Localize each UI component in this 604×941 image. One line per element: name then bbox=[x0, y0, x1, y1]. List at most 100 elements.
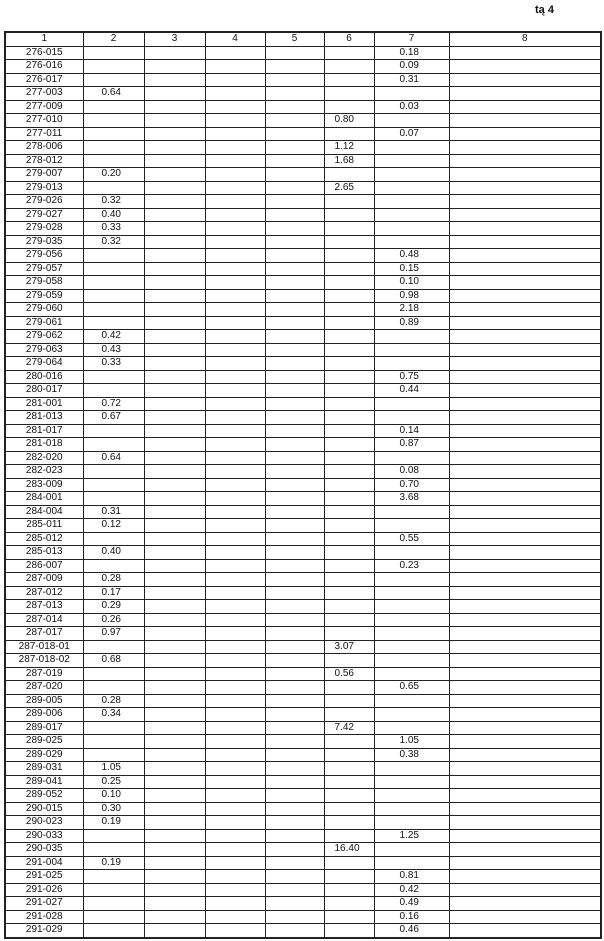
value-cell-col-6: 0.80 bbox=[323, 113, 375, 128]
value-cell-col-8 bbox=[448, 86, 602, 101]
value-cell-col-2: 0.31 bbox=[82, 504, 145, 519]
value-cell-col-8 bbox=[448, 72, 602, 87]
value-cell-col-2 bbox=[82, 140, 145, 155]
value-cell-col-2 bbox=[82, 896, 145, 911]
value-cell-col-4 bbox=[204, 153, 266, 168]
value-cell-col-7: 0.14 bbox=[373, 423, 450, 438]
value-cell-col-8 bbox=[448, 329, 602, 344]
table-row: 279-056 0.48 bbox=[4, 248, 602, 263]
value-cell-col-3 bbox=[143, 774, 206, 789]
value-cell-col-3 bbox=[143, 396, 206, 411]
value-cell-col-8 bbox=[448, 747, 602, 762]
value-cell-col-5 bbox=[264, 666, 325, 681]
row-id-cell: 276-017 bbox=[4, 72, 84, 87]
value-cell-col-7: 0.48 bbox=[373, 248, 450, 263]
row-id-cell: 289-006 bbox=[4, 707, 84, 722]
value-cell-col-5 bbox=[264, 599, 325, 614]
value-cell-col-3 bbox=[143, 410, 206, 425]
value-cell-col-5 bbox=[264, 464, 325, 479]
value-cell-col-5 bbox=[264, 855, 325, 870]
row-id-cell: 279-057 bbox=[4, 261, 84, 276]
value-cell-col-4 bbox=[204, 437, 266, 452]
value-cell-col-8 bbox=[448, 801, 602, 816]
value-cell-col-6 bbox=[323, 477, 375, 492]
value-cell-col-8 bbox=[448, 788, 602, 803]
table-row: 281-018 0.87 bbox=[4, 437, 602, 452]
value-cell-col-7: 0.89 bbox=[373, 315, 450, 330]
value-cell-col-3 bbox=[143, 369, 206, 384]
table-row: 280-016 0.75 bbox=[4, 369, 602, 384]
value-cell-col-5 bbox=[264, 45, 325, 60]
value-cell-col-8 bbox=[448, 221, 602, 236]
value-cell-col-2: 0.33 bbox=[82, 221, 145, 236]
value-cell-col-3 bbox=[143, 302, 206, 317]
value-cell-col-5 bbox=[264, 909, 325, 924]
table-body: 1 2 3 4 5 6 7 8 276-015 0.18 276-016 0.09 27… bbox=[4, 31, 602, 938]
value-cell-col-4 bbox=[204, 707, 266, 722]
value-cell-col-4 bbox=[204, 896, 266, 911]
table-row: 290-035 16.40 bbox=[4, 842, 602, 857]
row-id-cell: 287-018-01 bbox=[4, 639, 84, 654]
value-cell-col-3 bbox=[143, 437, 206, 452]
value-cell-col-6 bbox=[323, 518, 375, 533]
value-cell-col-8 bbox=[448, 261, 602, 276]
value-cell-col-5 bbox=[264, 828, 325, 843]
value-cell-col-4 bbox=[204, 774, 266, 789]
value-cell-col-8 bbox=[448, 774, 602, 789]
value-cell-col-8 bbox=[448, 315, 602, 330]
value-cell-col-4 bbox=[204, 167, 266, 182]
value-cell-col-2 bbox=[82, 666, 145, 681]
value-cell-col-5 bbox=[264, 153, 325, 168]
value-cell-col-7 bbox=[373, 518, 450, 533]
column-header: 4 bbox=[204, 31, 266, 47]
value-cell-col-3 bbox=[143, 248, 206, 263]
row-id-cell: 280-017 bbox=[4, 383, 84, 398]
value-cell-col-2: 0.17 bbox=[82, 585, 145, 600]
value-cell-col-4 bbox=[204, 194, 266, 209]
value-cell-col-6: 0.56 bbox=[323, 666, 375, 681]
value-cell-col-4 bbox=[204, 261, 266, 276]
value-cell-col-8 bbox=[448, 545, 602, 560]
value-cell-col-2: 0.42 bbox=[82, 329, 145, 344]
value-cell-col-6 bbox=[323, 693, 375, 708]
value-cell-col-5 bbox=[264, 248, 325, 263]
value-cell-col-7: 0.49 bbox=[373, 896, 450, 911]
value-cell-col-7: 0.08 bbox=[373, 464, 450, 479]
value-cell-col-8 bbox=[448, 450, 602, 465]
value-cell-col-2 bbox=[82, 747, 145, 762]
value-cell-col-8 bbox=[448, 437, 602, 452]
value-cell-col-6 bbox=[323, 585, 375, 600]
value-cell-col-7 bbox=[373, 666, 450, 681]
value-cell-col-2 bbox=[82, 734, 145, 749]
value-cell-col-6 bbox=[323, 734, 375, 749]
value-cell-col-4 bbox=[204, 86, 266, 101]
value-cell-col-3 bbox=[143, 504, 206, 519]
row-id-cell: 289-041 bbox=[4, 774, 84, 789]
row-id-cell: 276-016 bbox=[4, 59, 84, 74]
row-id-cell: 279-059 bbox=[4, 288, 84, 303]
value-cell-col-8 bbox=[448, 815, 602, 830]
value-cell-col-5 bbox=[264, 423, 325, 438]
value-cell-col-2: 0.64 bbox=[82, 450, 145, 465]
value-cell-col-5 bbox=[264, 369, 325, 384]
value-cell-col-2: 0.33 bbox=[82, 356, 145, 371]
table-row: 291-004 0.19 bbox=[4, 855, 602, 870]
value-cell-col-4 bbox=[204, 275, 266, 290]
value-cell-col-3 bbox=[143, 882, 206, 897]
value-cell-col-6 bbox=[323, 221, 375, 236]
table-row: 287-018-01 3.07 bbox=[4, 639, 602, 654]
value-cell-col-2 bbox=[82, 437, 145, 452]
value-cell-col-6: 7.42 bbox=[323, 720, 375, 735]
value-cell-col-4 bbox=[204, 423, 266, 438]
value-cell-col-6 bbox=[323, 126, 375, 141]
value-cell-col-8 bbox=[448, 356, 602, 371]
value-cell-col-4 bbox=[204, 626, 266, 641]
value-cell-col-6 bbox=[323, 383, 375, 398]
value-cell-col-3 bbox=[143, 639, 206, 654]
column-header: 5 bbox=[264, 31, 325, 47]
value-cell-col-7 bbox=[373, 504, 450, 519]
value-cell-col-7: 0.38 bbox=[373, 747, 450, 762]
value-cell-col-3 bbox=[143, 194, 206, 209]
value-cell-col-2 bbox=[82, 423, 145, 438]
table-row: 289-005 0.28 bbox=[4, 693, 602, 708]
